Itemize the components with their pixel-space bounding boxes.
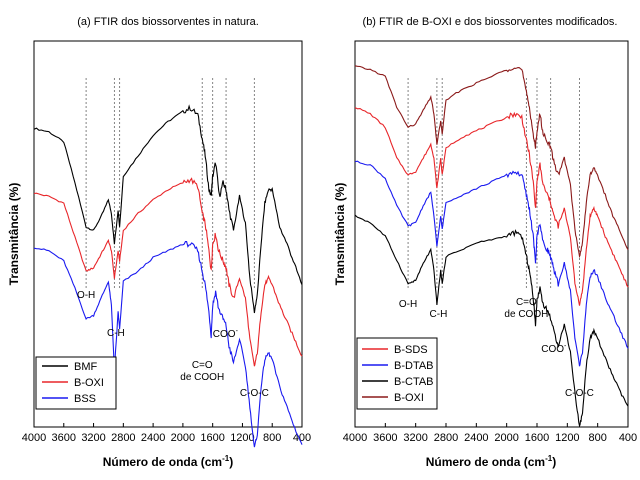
panel-a-xlabel-sup: -1 — [222, 454, 230, 463]
panel-a-xtick-label: 1600 — [200, 432, 224, 444]
panel-a-xtick-label: 1200 — [230, 432, 254, 444]
panel-b-xtick-label: 3600 — [373, 432, 397, 444]
panel-a-xlabel-close: ) — [229, 455, 233, 469]
panel-b-legend-label: B-OXI — [394, 392, 424, 404]
panel-a-band-label: COO- — [213, 328, 239, 340]
panel-b-band-label: COO- — [541, 343, 567, 355]
panel-a-xtick-label: 400 — [293, 432, 311, 444]
panel-b-ylabel-group: Transmitância (%) — [333, 183, 347, 286]
panel-a-series-line-bmf — [33, 104, 303, 314]
panel-b-band-labels: O-H C-H C=Ode COOH COO- C-O-C — [399, 297, 594, 399]
panel-a-band-labels: O-H C-H C=Ode COOH COO- C-O-C — [77, 290, 269, 399]
panel-b: (b) FTIR de B-OXI e dos biossorventes mo… — [333, 16, 637, 469]
panel-b-xtick-label: 2800 — [434, 432, 458, 444]
panel-a-xtick-label: 4000 — [22, 432, 46, 444]
panel-a-band-label: C=O — [192, 360, 213, 371]
panel-b-xtick-label: 400 — [619, 432, 637, 444]
panel-b-band-markers — [407, 78, 580, 290]
panel-a-band-label: C-H — [107, 328, 125, 339]
panel-a-series-line-bss — [33, 241, 303, 448]
panel-a-xtick-label: 3200 — [81, 432, 105, 444]
panel-b-series-line-b-oxi — [354, 65, 629, 259]
panel-b-xtick-label: 1600 — [525, 432, 549, 444]
panel-b-band-label: C-O-C — [565, 388, 594, 399]
panel-a-band-markers — [85, 78, 255, 290]
panel-b-ylabel: Transmitância (%) — [333, 183, 347, 286]
panel-b-plot-frame — [354, 40, 629, 428]
panel-a-xlabel-main: Número de onda (cm — [103, 455, 222, 469]
panel-a-legend-label: BMF — [74, 361, 98, 373]
panel-b-xtick-label: 3200 — [403, 432, 427, 444]
panel-a-band-label-sub: de COOH — [180, 372, 224, 383]
panel-b-legend: B-SDS B-DTAB B-CTAB B-OXI — [356, 337, 438, 410]
panel-a-band-label: C-O-C — [240, 388, 269, 399]
panel-a-xtick-label: 2800 — [111, 432, 135, 444]
panel-a-xtick-label: 800 — [263, 432, 281, 444]
panel-b-xtick-label: 2400 — [464, 432, 488, 444]
panel-b-legend-label: B-SDS — [394, 344, 428, 356]
panel-b-series-line-b-dtab — [354, 160, 629, 367]
panel-b-series-line-b-sds — [354, 107, 629, 306]
panel-b-title: (b) FTIR de B-OXI e dos biossorventes mo… — [363, 16, 618, 28]
panel-a-xtick-label: 2000 — [171, 432, 195, 444]
panel-a-band-label: O-H — [77, 290, 95, 301]
panel-b-xtick-label: 1200 — [555, 432, 579, 444]
panel-b-xtick-label: 2000 — [494, 432, 518, 444]
panel-a-plot-frame — [33, 40, 303, 428]
panel-a-series-line-b-oxi — [33, 177, 303, 367]
panel-a: (a) FTIR dos biossorventes in natura. Tr… — [7, 16, 311, 469]
panel-b-band-label: C-H — [430, 309, 448, 320]
panel-a-x-axis: 4000 3600 3200 2800 2400 2000 1600 1200 800 400 — [22, 423, 311, 444]
panel-a-legend: BMF B-OXI BSS — [35, 356, 117, 410]
panel-b-xlabel-sup: -1 — [545, 454, 553, 463]
panel-b-band-label: C=O — [516, 297, 537, 308]
panel-a-legend-label: BSS — [74, 393, 96, 405]
panel-a-title: (a) FTIR dos biossorventes in natura. — [77, 16, 259, 28]
panel-b-series-line-b-ctab — [354, 214, 629, 428]
panel-b-xtick-label: 4000 — [343, 432, 367, 444]
panel-a-ylabel: Transmitância (%) — [7, 183, 21, 286]
panel-b-xlabel-main: Número de onda (cm — [426, 455, 545, 469]
panel-a-xtick-label: 2400 — [141, 432, 165, 444]
panel-b-legend-label: B-DTAB — [394, 360, 434, 372]
panel-a-series-lines — [33, 104, 303, 448]
panel-b-xlabel: Número de onda (cm-1) — [426, 454, 556, 469]
panel-a-xlabel: Número de onda (cm-1) — [103, 454, 233, 469]
panel-b-band-label-sub: de COOH — [504, 309, 548, 320]
panel-b-x-axis: 4000 3600 3200 2800 2400 2000 1600 1200 800 400 — [343, 423, 637, 444]
panel-a-xtick-label: 3600 — [52, 432, 76, 444]
panel-b-band-label: O-H — [399, 299, 417, 310]
panel-a-ylabel-group: Transmitância (%) — [7, 183, 21, 286]
panel-b-series-lines — [354, 65, 629, 428]
panel-b-legend-label: B-CTAB — [394, 376, 434, 388]
panel-b-xtick-label: 800 — [588, 432, 606, 444]
panel-b-xlabel-close: ) — [552, 455, 556, 469]
panel-a-legend-label: B-OXI — [74, 377, 104, 389]
